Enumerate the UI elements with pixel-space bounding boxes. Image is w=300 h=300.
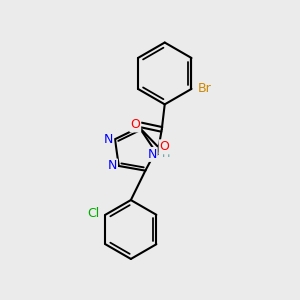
Text: O: O — [160, 140, 170, 153]
Text: N: N — [104, 133, 113, 146]
Text: Br: Br — [198, 82, 211, 95]
Text: Cl: Cl — [87, 207, 99, 220]
Text: H: H — [161, 149, 170, 159]
Text: O: O — [130, 118, 140, 131]
Text: N: N — [147, 148, 157, 161]
Text: N: N — [108, 160, 117, 172]
